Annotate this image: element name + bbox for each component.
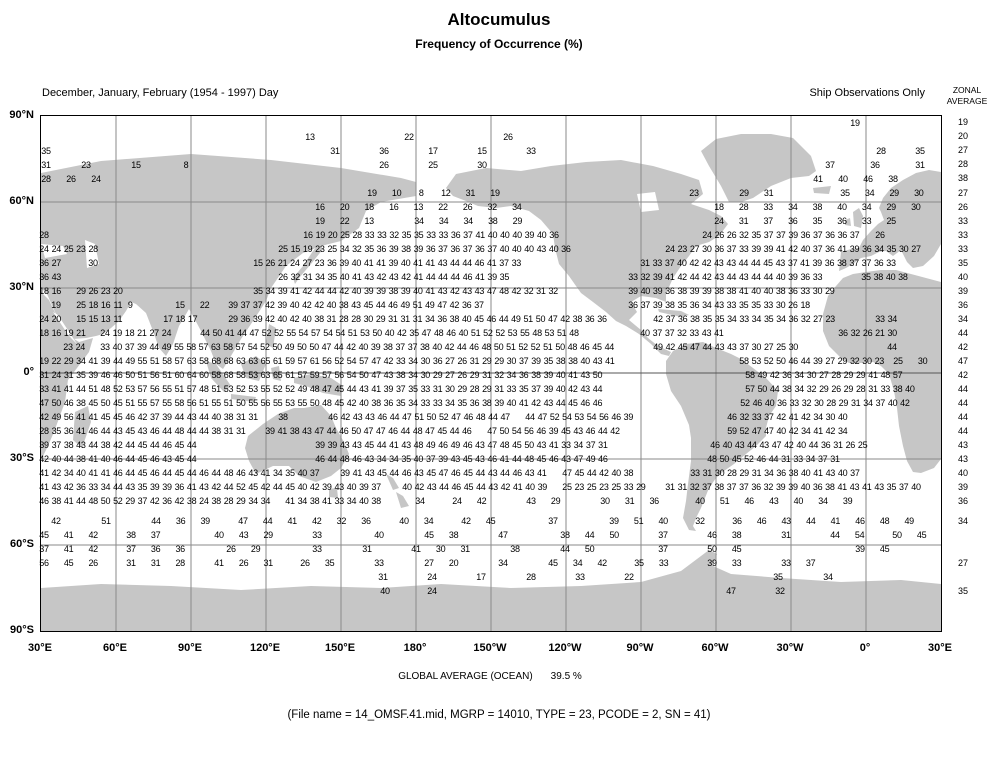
zonal-value: 39	[957, 286, 969, 296]
longitude-label: 180°	[403, 642, 427, 654]
zonal-value: 27	[957, 145, 969, 155]
page-title: Altocumulus	[447, 10, 551, 29]
longitude-label: 60°E	[103, 642, 127, 654]
island-ireland	[845, 218, 851, 226]
zonal-value: 43	[957, 454, 969, 464]
zonal-value: 44	[957, 328, 969, 338]
inland-seas-layer	[41, 192, 659, 344]
longitude-label: 150°W	[473, 642, 507, 654]
zonal-value: 44	[957, 384, 969, 394]
zonal-value: 38	[957, 173, 969, 183]
longitude-label: 120°W	[548, 642, 582, 654]
zonal-value: 26	[957, 202, 969, 212]
island-japan	[293, 244, 323, 284]
zonal-value: 44	[957, 426, 969, 436]
zonal-value: 28	[957, 159, 969, 169]
continent-south-america	[666, 342, 778, 531]
page-subtitle: Frequency of Occurrence (%)	[415, 37, 583, 51]
file-caption: (File name = 14_OMSF.41.mid, MGRP = 1401…	[287, 709, 711, 721]
zonal-value: 44	[957, 398, 969, 408]
zonal-value: 33	[957, 216, 969, 226]
global-average-value: 39.5 %	[550, 671, 582, 682]
zonal-value: 20	[957, 131, 969, 141]
island-iceland	[813, 186, 831, 194]
global-average: GLOBAL AVERAGE (OCEAN) 39.5 %	[40, 671, 940, 682]
island-borneo	[241, 356, 266, 381]
continent-north-america	[446, 160, 728, 356]
season-label: December, January, February (1954 - 1997…	[42, 87, 279, 99]
source-label: Ship Observations Only	[809, 87, 925, 99]
continent-australia	[245, 405, 349, 482]
sea-caspian	[85, 240, 99, 268]
latitude-label: 90°N	[9, 109, 34, 121]
zonal-value: 27	[957, 188, 969, 198]
island-new-zealand-north	[386, 474, 399, 490]
zonal-value: 44	[957, 412, 969, 422]
zonal-value: 19	[957, 117, 969, 127]
zonal-value: 40	[957, 272, 969, 282]
longitude-label: 30°E	[28, 642, 52, 654]
longitude-label: 150°E	[324, 642, 356, 654]
map-gridlines	[41, 116, 941, 631]
zonal-value: 36	[957, 496, 969, 506]
island-greenland	[701, 134, 816, 202]
zonal-header-line1: ZONAL	[952, 85, 982, 95]
longitude-label: 30°E	[928, 642, 952, 654]
continent-africa-west	[823, 270, 941, 473]
zonal-value: 36	[957, 300, 969, 310]
zonal-value: 43	[957, 440, 969, 450]
zonal-value: 33	[957, 230, 969, 240]
island-java	[231, 394, 256, 402]
island-madagascar	[73, 406, 91, 448]
sea-black	[41, 244, 67, 258]
latitude-label: 0°	[23, 366, 34, 378]
latitude-label: 60°N	[9, 195, 34, 207]
longitude-label: 90°W	[626, 642, 654, 654]
latitude-label: 60°S	[10, 538, 34, 550]
global-average-label: GLOBAL AVERAGE (OCEAN)	[398, 671, 533, 682]
longitude-label: 30°W	[776, 642, 804, 654]
latitude-label: 30°N	[9, 281, 34, 293]
continent-asia	[41, 154, 416, 369]
zonal-value: 27	[957, 558, 969, 568]
zonal-value: 33	[957, 244, 969, 254]
island-sumatra	[206, 361, 231, 392]
zonal-value: 42	[957, 342, 969, 352]
latitude-label: 90°S	[10, 624, 34, 636]
longitude-label: 90°E	[178, 642, 202, 654]
zonal-average-header: ZONAL AVERAGE	[938, 85, 996, 107]
zonal-value: 34	[957, 516, 969, 526]
zonal-value: 35	[957, 258, 969, 268]
map-graphic	[41, 116, 941, 631]
island-tasmania	[329, 488, 338, 498]
island-new-guinea	[294, 374, 343, 396]
zonal-value: 35	[957, 586, 969, 596]
sea-red	[53, 312, 77, 344]
zonal-value: 34	[957, 314, 969, 324]
zonal-header-line2: AVERAGE	[946, 96, 988, 106]
island-philippines	[266, 324, 276, 348]
longitude-label: 0°	[859, 642, 871, 654]
continent-europe	[839, 170, 941, 271]
zonal-value: 39	[957, 482, 969, 492]
longitude-label: 60°W	[701, 642, 729, 654]
island-cuba	[658, 309, 689, 317]
latitude-label: 30°S	[10, 452, 34, 464]
island-new-zealand-south	[396, 492, 409, 508]
world-map	[40, 115, 942, 632]
zonal-value: 42	[957, 370, 969, 380]
island-great-britain	[853, 208, 863, 228]
continent-africa-east	[41, 292, 93, 460]
zonal-value: 40	[957, 468, 969, 478]
longitude-label: 120°E	[249, 642, 281, 654]
zonal-value: 47	[957, 356, 969, 366]
